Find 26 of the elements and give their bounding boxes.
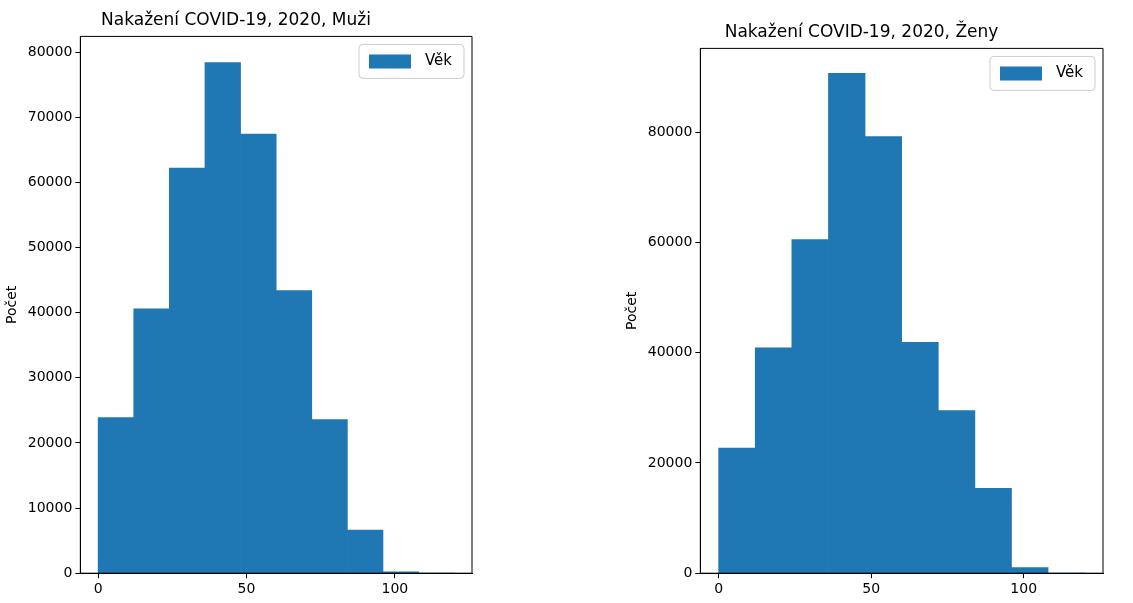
legend-label: Věk — [1055, 63, 1084, 82]
y-tick-label: 40000 — [27, 303, 73, 320]
y-axis-title: Počet — [623, 291, 640, 330]
y-tick-label: 80000 — [647, 122, 693, 139]
y-tick-label: 80000 — [27, 42, 73, 59]
x-tick-label: 50 — [862, 580, 881, 597]
x-tick-label: 0 — [93, 580, 103, 597]
x-tick-label: 50 — [237, 580, 256, 597]
y-tick-label: 20000 — [647, 453, 693, 470]
y-tick-label: 50000 — [27, 238, 73, 255]
y-axis-title: Počet — [3, 285, 20, 324]
x-tick-label: 100 — [1010, 580, 1038, 597]
chart-title: Nakažení COVID-19, 2020, Ženy — [724, 19, 999, 41]
y-tick-label: 40000 — [647, 343, 693, 360]
x-tick-label: 0 — [714, 580, 724, 597]
y-tick-label: 30000 — [27, 368, 73, 385]
chart-title: Nakažení COVID-19, 2020, Muži — [101, 8, 371, 29]
y-tick-label: 10000 — [27, 498, 73, 515]
y-tick-label: 60000 — [27, 172, 73, 189]
y-tick-label: 70000 — [27, 107, 73, 124]
y-tick-label: 60000 — [647, 233, 693, 250]
y-tick-label: 0 — [63, 563, 73, 580]
x-tick-label: 100 — [381, 580, 409, 597]
legend-label: Věk — [424, 51, 453, 70]
y-tick-label: 20000 — [27, 433, 73, 450]
y-tick-label: 0 — [683, 563, 693, 580]
